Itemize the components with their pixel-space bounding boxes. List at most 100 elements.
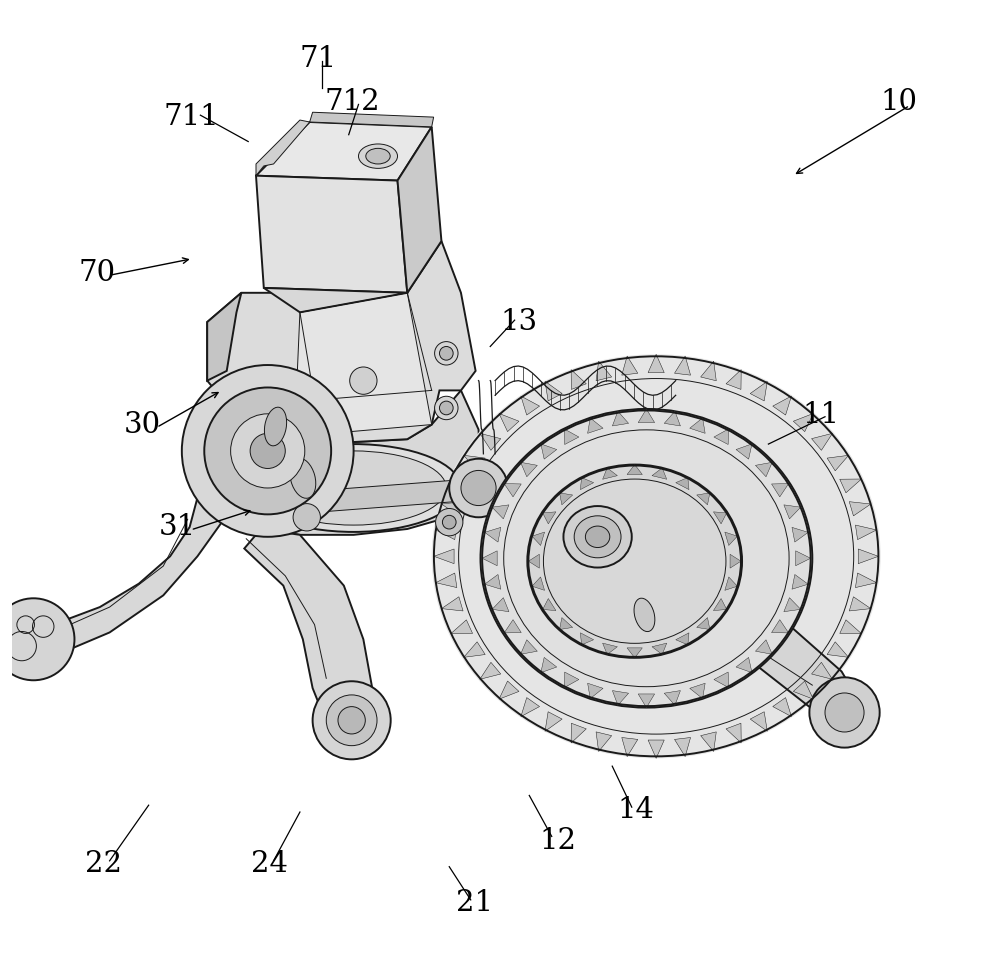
Polygon shape <box>755 463 772 477</box>
Circle shape <box>439 346 453 360</box>
Polygon shape <box>701 361 716 381</box>
Ellipse shape <box>366 148 390 164</box>
Polygon shape <box>244 529 373 720</box>
Polygon shape <box>812 433 832 450</box>
Polygon shape <box>849 502 871 516</box>
Polygon shape <box>264 288 407 312</box>
Polygon shape <box>675 356 691 375</box>
Text: 10: 10 <box>881 89 918 116</box>
Polygon shape <box>792 575 808 590</box>
Polygon shape <box>571 370 586 389</box>
Ellipse shape <box>290 458 316 499</box>
Text: 712: 712 <box>324 89 380 116</box>
Polygon shape <box>750 382 767 401</box>
Polygon shape <box>664 411 680 426</box>
Polygon shape <box>855 525 876 540</box>
Polygon shape <box>441 502 463 516</box>
Polygon shape <box>499 414 519 431</box>
Polygon shape <box>492 597 509 612</box>
Circle shape <box>449 459 508 517</box>
Polygon shape <box>725 532 737 546</box>
Polygon shape <box>521 396 540 415</box>
Polygon shape <box>638 694 655 708</box>
Polygon shape <box>485 575 501 590</box>
Polygon shape <box>545 382 562 401</box>
Polygon shape <box>434 549 454 564</box>
Polygon shape <box>586 537 861 720</box>
Polygon shape <box>701 732 716 752</box>
Text: 71: 71 <box>300 45 337 72</box>
Polygon shape <box>812 663 832 679</box>
Polygon shape <box>714 672 729 688</box>
Polygon shape <box>714 428 729 444</box>
Polygon shape <box>773 698 791 716</box>
Text: 12: 12 <box>539 828 576 855</box>
Circle shape <box>350 367 377 394</box>
Polygon shape <box>827 642 849 658</box>
Polygon shape <box>528 554 539 568</box>
Polygon shape <box>482 550 497 566</box>
Ellipse shape <box>358 143 398 169</box>
Polygon shape <box>545 712 562 731</box>
Ellipse shape <box>527 465 742 658</box>
Text: 14: 14 <box>617 796 654 824</box>
Polygon shape <box>532 532 545 546</box>
Polygon shape <box>697 493 710 505</box>
Polygon shape <box>697 618 710 630</box>
Polygon shape <box>664 691 680 706</box>
Circle shape <box>293 504 320 531</box>
Polygon shape <box>612 411 629 426</box>
Polygon shape <box>793 414 813 431</box>
Polygon shape <box>612 691 629 706</box>
Ellipse shape <box>432 354 881 758</box>
Polygon shape <box>827 455 849 470</box>
Ellipse shape <box>480 409 812 708</box>
Polygon shape <box>451 620 473 633</box>
Polygon shape <box>648 354 664 373</box>
Polygon shape <box>858 549 878 564</box>
Polygon shape <box>207 241 476 444</box>
Polygon shape <box>849 596 871 611</box>
Polygon shape <box>532 577 545 590</box>
Circle shape <box>326 695 377 746</box>
Polygon shape <box>596 732 612 752</box>
Circle shape <box>439 401 453 415</box>
Polygon shape <box>736 444 752 459</box>
Polygon shape <box>504 483 521 497</box>
Polygon shape <box>521 639 537 654</box>
Polygon shape <box>690 418 705 433</box>
Polygon shape <box>315 478 480 512</box>
Ellipse shape <box>634 598 655 631</box>
Polygon shape <box>596 361 612 381</box>
Polygon shape <box>310 112 434 127</box>
Polygon shape <box>736 658 752 672</box>
Polygon shape <box>256 120 310 176</box>
Polygon shape <box>627 648 642 658</box>
Polygon shape <box>398 127 441 293</box>
Text: 13: 13 <box>500 308 537 336</box>
Polygon shape <box>793 681 813 699</box>
Polygon shape <box>256 176 407 293</box>
Ellipse shape <box>261 451 446 525</box>
Text: 70: 70 <box>78 260 115 287</box>
Polygon shape <box>772 620 789 632</box>
Polygon shape <box>256 122 432 181</box>
Polygon shape <box>726 723 741 743</box>
Text: 11: 11 <box>803 401 840 428</box>
Circle shape <box>809 677 880 748</box>
Ellipse shape <box>574 515 621 557</box>
Text: 30: 30 <box>124 411 161 438</box>
Polygon shape <box>504 620 521 633</box>
Polygon shape <box>713 511 727 524</box>
Ellipse shape <box>264 407 287 446</box>
Polygon shape <box>676 632 689 645</box>
Circle shape <box>182 365 354 537</box>
Polygon shape <box>725 577 737 590</box>
Circle shape <box>250 433 285 468</box>
Circle shape <box>0 598 74 680</box>
Polygon shape <box>652 468 667 479</box>
Polygon shape <box>784 505 801 519</box>
Polygon shape <box>855 573 876 588</box>
Circle shape <box>461 470 496 506</box>
Polygon shape <box>648 740 664 758</box>
